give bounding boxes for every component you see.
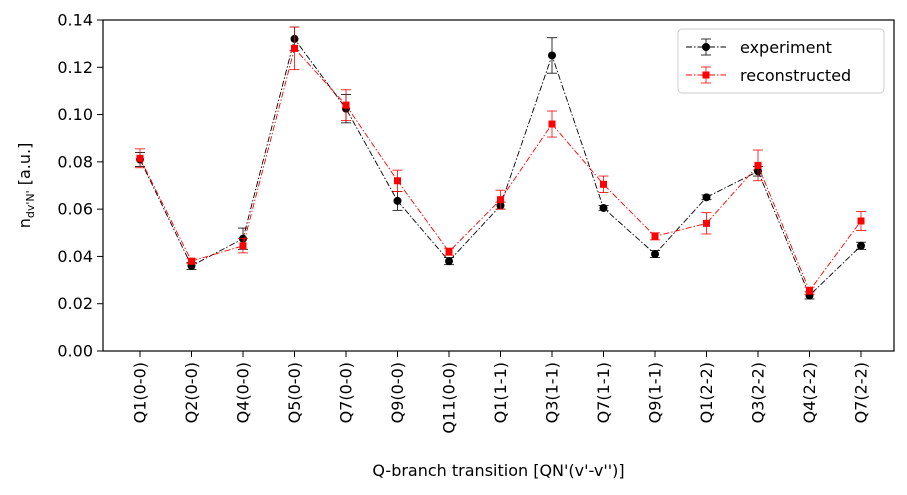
x-tick-label: Q9(1-1) [646, 362, 665, 423]
legend-box [677, 28, 885, 94]
data-point-experiment [599, 203, 608, 212]
data-point-experiment [651, 250, 659, 259]
y-tick-label: 0.10 [57, 105, 93, 124]
data-point-reconstructed [497, 196, 504, 204]
x-tick-label: Q4(0-0) [234, 362, 253, 423]
x-tick-label: Q9(0-0) [388, 362, 407, 423]
data-point-reconstructed [136, 154, 144, 162]
x-tick-label: Q11(0-0) [440, 362, 459, 434]
legend-label-experiment: experiment [740, 38, 832, 57]
data-point-experiment [445, 257, 453, 266]
y-tick-label: 0.00 [57, 342, 93, 361]
data-point-reconstructed [651, 232, 659, 240]
y-tick-label: 0.06 [57, 200, 93, 219]
legend-label-reconstructed: reconstructed [740, 66, 851, 85]
x-tick-label: Q7(0-0) [337, 362, 356, 423]
data-point-reconstructed [239, 242, 247, 250]
legend-entry-experiment: experiment [686, 38, 832, 57]
x-tick-label: Q2(0-0) [182, 362, 201, 423]
x-tick-label: Q1(0-0) [131, 362, 150, 423]
y-tick-label: 0.02 [57, 294, 93, 313]
y-axis-title: ndv'N' [a.u.] [15, 143, 37, 229]
x-tick-label: Q1(1-1) [491, 362, 510, 423]
y-tick-label: 0.12 [57, 58, 93, 77]
y-tick-label: 0.14 [57, 11, 93, 30]
data-point-reconstructed [703, 219, 710, 227]
data-point-reconstructed [754, 161, 762, 169]
data-point-reconstructed [857, 217, 865, 225]
x-tick-label: Q4(2-2) [800, 362, 819, 423]
legend-entry-reconstructed: reconstructed [686, 66, 851, 85]
data-point-reconstructed [806, 287, 813, 295]
x-axis: Q1(0-0) Q2(0-0) Q4(0-0) Q5(0-0) Q7(0-0) Q9(0-… [131, 351, 871, 434]
data-point-experiment [702, 193, 711, 202]
y-axis-title-main: n [15, 218, 34, 228]
legend: experiment reconstructed [677, 28, 885, 94]
legend-marker-reconstructed [702, 71, 710, 79]
series-reconstructed [135, 26, 866, 295]
x-tick-label: Q5(0-0) [285, 362, 304, 423]
x-tick-label: Q3(1-1) [543, 362, 562, 423]
x-tick-label: Q7(1-1) [594, 362, 613, 423]
y-axis: 0.00 0.02 0.04 0.06 0.08 0.10 0.12 0.14 [57, 11, 103, 361]
x-tick-label: Q7(2-2) [852, 362, 871, 423]
y-axis-title-subscript: dv'N' [24, 190, 37, 218]
x-axis-title: Q-branch transition [QN'(v'-v'')] [372, 461, 624, 480]
data-point-reconstructed [291, 44, 298, 52]
y-tick-label: 0.04 [57, 247, 93, 266]
data-point-reconstructed [342, 101, 350, 109]
data-point-reconstructed [445, 248, 453, 256]
data-point-experiment [548, 51, 556, 60]
y-axis-title-unit: [a.u.] [15, 143, 34, 191]
data-point-reconstructed [394, 177, 401, 185]
series-layer [135, 26, 866, 300]
x-tick-label: Q1(2-2) [697, 362, 716, 423]
data-point-reconstructed [600, 180, 607, 188]
axes-layer [102, 19, 895, 352]
data-point-reconstructed [548, 120, 556, 128]
data-point-experiment [857, 241, 865, 250]
data-point-reconstructed [188, 257, 195, 265]
axes-frame [102, 19, 895, 352]
data-point-experiment [393, 196, 402, 205]
x-tick-label: Q3(2-2) [749, 362, 768, 423]
legend-marker-experiment [702, 43, 710, 51]
y-tick-label: 0.08 [57, 152, 93, 171]
